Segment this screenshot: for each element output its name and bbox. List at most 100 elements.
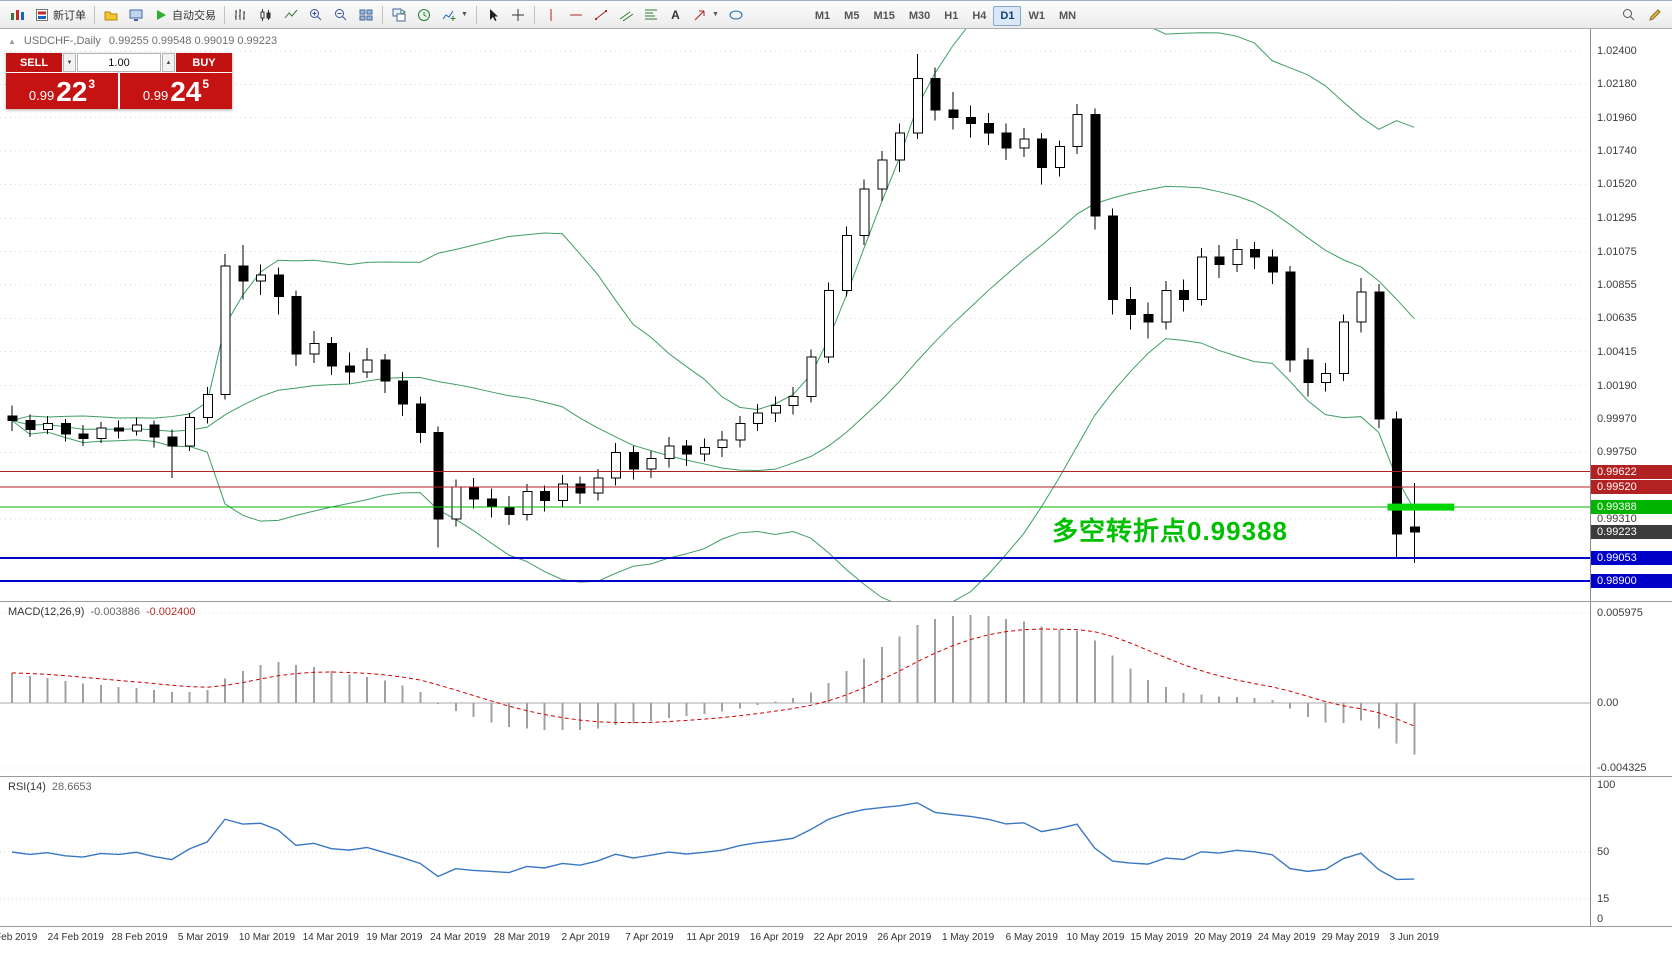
arrows-tool-button[interactable]: ▼ xyxy=(688,4,723,26)
buy-price-pip: 5 xyxy=(202,77,210,91)
macd-scale-label: -0.004325 xyxy=(1597,762,1647,775)
axis-divider xyxy=(0,926,1672,927)
chart-title: ▲ USDCHF-,Daily 0.99255 0.99548 0.99019 … xyxy=(8,35,277,47)
vertical-line-tool-button[interactable] xyxy=(539,4,563,26)
timeframe-button-H1[interactable]: H1 xyxy=(944,9,959,22)
date-label: 1 May 2019 xyxy=(941,932,995,943)
date-label: 20 May 2019 xyxy=(1194,932,1252,943)
sell-price-base: 0.99 xyxy=(28,88,55,103)
zoom-in-button[interactable] xyxy=(304,4,328,26)
edit-button[interactable] xyxy=(1643,4,1667,26)
lot-increase-button[interactable]: ▲ xyxy=(162,53,175,72)
trendline-icon xyxy=(594,9,607,20)
timeframe-button-M5[interactable]: M5 xyxy=(844,9,860,22)
date-label: 5 Mar 2019 xyxy=(177,932,229,943)
panel-divider[interactable] xyxy=(0,601,1672,602)
horizontal-line-objects[interactable] xyxy=(0,471,1590,582)
dropdown-caret-icon: ▼ xyxy=(461,11,468,18)
timeframe-button-H4[interactable]: H4 xyxy=(972,9,987,22)
timeframe-bar: M1 M5 M15 M30 H1 H4 D1 W1 MN xyxy=(808,5,1083,26)
new-order-icon xyxy=(36,8,48,21)
macd-indicator-panel[interactable] xyxy=(0,602,1590,776)
shapes-tool-button[interactable] xyxy=(724,4,748,26)
terminal-button[interactable] xyxy=(124,4,148,26)
profiles-button[interactable] xyxy=(99,4,123,26)
cascade-windows-button[interactable] xyxy=(387,4,411,26)
timeframe-button-MN[interactable]: MN xyxy=(1058,9,1077,22)
price-badge: 0.99223 xyxy=(1591,525,1672,540)
tile-windows-button[interactable] xyxy=(354,4,378,26)
date-label: 9 Feb 2019 xyxy=(0,932,38,943)
rsi-indicator-panel[interactable] xyxy=(0,777,1590,926)
date-label: 11 Apr 2019 xyxy=(686,932,740,943)
bar-chart-mode-button[interactable] xyxy=(229,4,253,26)
macd-label: MACD(12,26,9) -0.003886 -0.002400 xyxy=(8,606,196,618)
timeframe-button-M15[interactable]: M15 xyxy=(873,9,895,22)
fibonacci-icon xyxy=(644,9,657,19)
lot-size-input[interactable]: 1.00 xyxy=(77,53,161,72)
date-label: 10 May 2019 xyxy=(1066,932,1125,943)
price-axis-label: 1.01960 xyxy=(1597,111,1637,124)
main-price-chart[interactable] xyxy=(0,29,1590,602)
date-label: 6 May 2019 xyxy=(1005,932,1058,943)
date-label: 10 Mar 2019 xyxy=(238,932,296,943)
dropdown-caret-icon: ▼ xyxy=(711,11,719,18)
new-order-button[interactable]: 新订单 xyxy=(30,4,90,26)
timeframe-button-W1[interactable]: W1 xyxy=(1028,9,1045,22)
channel-tool-button[interactable] xyxy=(614,4,638,26)
profiles-folder-icon xyxy=(104,11,118,20)
price-axis-label: 1.01295 xyxy=(1597,212,1637,225)
arrow-tool-icon xyxy=(694,10,705,20)
trendline-tool-button[interactable] xyxy=(589,4,613,26)
period-clock-button[interactable] xyxy=(412,4,436,26)
cursor-tool-button[interactable] xyxy=(481,4,505,26)
timeframe-button-M30[interactable]: M30 xyxy=(908,9,931,22)
panel-divider[interactable] xyxy=(0,776,1672,777)
auto-trading-button[interactable]: 自动交易 xyxy=(149,4,220,26)
macd-scale-label: 0.005975 xyxy=(1597,606,1643,619)
terminal-monitor-icon xyxy=(129,9,143,21)
price-axis[interactable]: 1.02400 1.02180 1.01960 1.01740 1.01520 1.012… xyxy=(1590,29,1672,926)
price-axis-label: 1.01075 xyxy=(1597,245,1637,258)
price-badge: 0.99388 xyxy=(1591,500,1672,515)
candlestick-mode-button[interactable] xyxy=(254,4,278,26)
ellipse-shape-icon xyxy=(729,10,743,19)
rsi-gridlines xyxy=(0,851,1590,900)
zoom-out-button[interactable] xyxy=(329,4,353,26)
one-click-trading-panel: SELL ▼ 1.00 ▲ BUY 0.99 22 3 0.99 24 5 xyxy=(6,53,232,109)
date-label: 7 Apr 2019 xyxy=(625,932,674,943)
crosshair-tool-button[interactable] xyxy=(506,4,530,26)
buy-price-button[interactable]: 0.99 24 5 xyxy=(120,73,232,109)
timeframe-button-M1[interactable]: M1 xyxy=(814,9,831,22)
search-button[interactable] xyxy=(1617,4,1641,26)
toolbar-right-group xyxy=(1617,4,1667,26)
crosshair-icon xyxy=(511,8,524,21)
buy-button[interactable]: BUY xyxy=(176,53,232,72)
fibonacci-tool-button[interactable] xyxy=(639,4,663,26)
sell-button[interactable]: SELL xyxy=(6,53,62,72)
date-label: 19 Mar 2019 xyxy=(366,932,423,943)
buy-price-base: 0.99 xyxy=(142,88,169,103)
horizontal-line-tool-button[interactable] xyxy=(564,4,588,26)
text-tool-button[interactable]: A xyxy=(664,4,687,26)
indicators-button[interactable]: ▼ xyxy=(437,4,472,26)
new-order-label: 新订单 xyxy=(53,9,86,22)
price-axis-label: 1.00635 xyxy=(1597,312,1637,325)
date-label: 29 May 2019 xyxy=(1321,932,1380,943)
price-axis-label: 1.01740 xyxy=(1597,144,1637,157)
turning-point-highlight[interactable] xyxy=(1387,503,1455,511)
price-axis-label: 1.00855 xyxy=(1597,278,1637,291)
price-axis-label: 0.99310 xyxy=(1597,512,1637,525)
timeframe-button-D1[interactable]: D1 xyxy=(993,5,1022,26)
price-badge: 0.99053 xyxy=(1591,550,1672,565)
chart-window[interactable]: ▲ USDCHF-,Daily 0.99255 0.99548 0.99019 … xyxy=(0,29,1672,955)
horizontal-line-icon xyxy=(569,14,582,15)
candlestick-icon xyxy=(260,8,271,21)
price-axis-label: 1.02400 xyxy=(1597,45,1637,57)
line-chart-mode-button[interactable] xyxy=(279,4,303,26)
sell-price-button[interactable]: 0.99 22 3 xyxy=(6,73,118,109)
rsi-scale-label: 50 xyxy=(1597,846,1610,858)
lot-decrease-button[interactable]: ▼ xyxy=(63,53,76,72)
symbol-marker-icon: ▲ xyxy=(8,36,16,46)
